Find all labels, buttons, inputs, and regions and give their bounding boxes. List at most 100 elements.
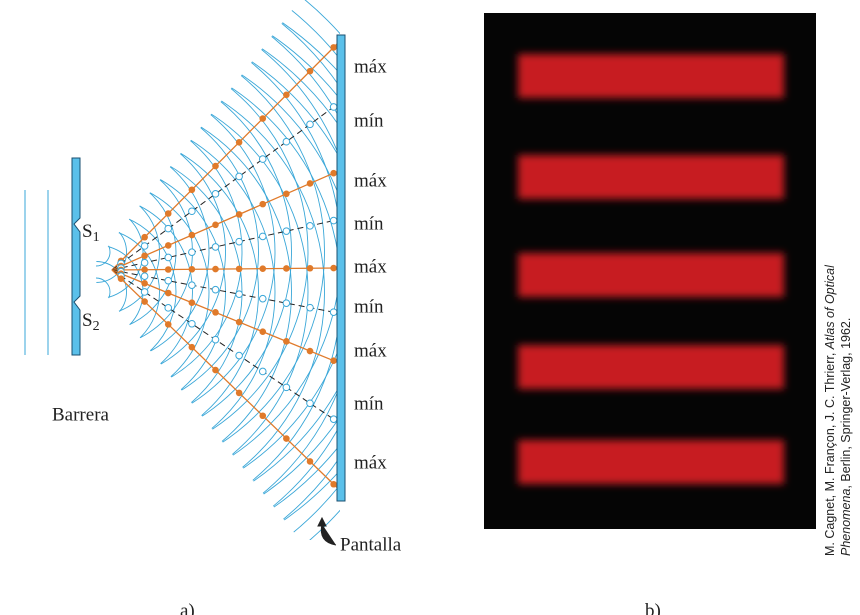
wavefront: [96, 105, 243, 399]
wavefront: [96, 23, 325, 481]
min-dot: [306, 120, 314, 129]
max-dot: [117, 275, 125, 283]
min-ray: [111, 104, 338, 271]
wavefront: [96, 72, 276, 432]
max-ray: [111, 269, 338, 488]
fringe: [518, 54, 784, 98]
max-dot: [212, 265, 219, 273]
wavefront: [96, 237, 111, 267]
max-dot: [141, 280, 148, 287]
max-dot: [330, 44, 337, 51]
min-dot: [140, 288, 149, 296]
min-dot: [211, 335, 220, 344]
fringe: [518, 345, 784, 389]
max-dot: [164, 321, 172, 328]
max-dot: [235, 211, 243, 218]
barrier: [71, 157, 81, 356]
source-label: S1: [82, 221, 100, 245]
max-dot: [188, 231, 196, 239]
wavefront: [96, 0, 340, 540]
max-dot: [330, 169, 337, 177]
max-dot: [235, 265, 243, 273]
wavefront: [96, 277, 111, 307]
max-dot: [188, 343, 196, 351]
min-dot: [164, 253, 173, 262]
wavefront: [96, 195, 193, 389]
min-dot: [258, 155, 267, 163]
min-dot: [188, 207, 196, 216]
max-ray: [111, 43, 338, 271]
min-dot: [306, 303, 314, 312]
max-dot: [164, 210, 172, 217]
min-dot: [235, 290, 243, 298]
fringes: [518, 54, 784, 484]
min-dot: [282, 227, 291, 235]
max-dot: [259, 265, 267, 272]
max-dot: [330, 264, 337, 272]
screen-label: mín: [354, 110, 384, 131]
max-dot: [188, 299, 196, 306]
wavefront: [96, 63, 325, 521]
max-dot: [306, 67, 314, 75]
min-dot: [188, 248, 196, 256]
caption: a): [180, 600, 195, 615]
min-dot: [188, 319, 196, 328]
max-dot: [283, 338, 290, 345]
wavefront: [96, 96, 292, 488]
min-dot: [329, 415, 338, 423]
wavefront: [96, 261, 127, 323]
screen: [336, 34, 346, 502]
credit: M. Cagnet, M. Françon, J. C. Thrierr, At…: [823, 264, 853, 556]
wavefront: [96, 56, 292, 448]
max-dot: [212, 162, 219, 170]
min-dot: [235, 237, 243, 246]
wavefront: [96, 39, 309, 465]
screen-label: máx: [354, 340, 387, 361]
max-dot: [164, 242, 172, 249]
min-dot: [258, 232, 267, 241]
min-dot: [235, 351, 243, 360]
screen-arrow: [317, 516, 337, 546]
max-dot: [259, 200, 267, 208]
min-dot: [211, 285, 220, 294]
wavefront: [96, 162, 226, 422]
max-dot: [283, 190, 290, 198]
max-dot: [141, 233, 148, 241]
min-dot: [211, 190, 220, 198]
max-dot: [188, 186, 196, 194]
min-dot: [329, 308, 338, 316]
max-dot: [164, 266, 172, 273]
max-dot: [259, 328, 267, 335]
max-dot: [283, 265, 290, 272]
max-dot: [212, 309, 219, 316]
wavefront: [96, 211, 177, 373]
min-dot: [282, 383, 291, 392]
fringe: [518, 155, 784, 199]
max-dot: [259, 115, 267, 122]
min-dot: [282, 137, 291, 146]
barrier-label: Barrera: [52, 404, 110, 425]
max-dot: [212, 366, 219, 374]
wavefront: [96, 228, 160, 356]
min-dot: [140, 242, 149, 250]
max-dot: [306, 264, 314, 272]
min-dot: [164, 276, 173, 285]
min-dot: [164, 304, 173, 312]
max-dot: [235, 389, 243, 397]
fringe: [518, 440, 784, 484]
wavefront: [96, 188, 160, 316]
wavefront: [96, 178, 210, 406]
min-dot: [306, 399, 314, 408]
max-dot: [330, 480, 337, 488]
max-dot: [141, 266, 148, 274]
wavefront: [96, 122, 226, 382]
min-dot: [211, 243, 220, 251]
min-dot: [140, 258, 149, 267]
max-dot: [212, 221, 219, 229]
max-dot: [235, 318, 243, 326]
max-dot: [306, 458, 314, 465]
screen-label: máx: [354, 170, 387, 191]
wavefront: [96, 0, 340, 540]
max-dot: [283, 91, 290, 99]
min-dot: [282, 299, 291, 307]
